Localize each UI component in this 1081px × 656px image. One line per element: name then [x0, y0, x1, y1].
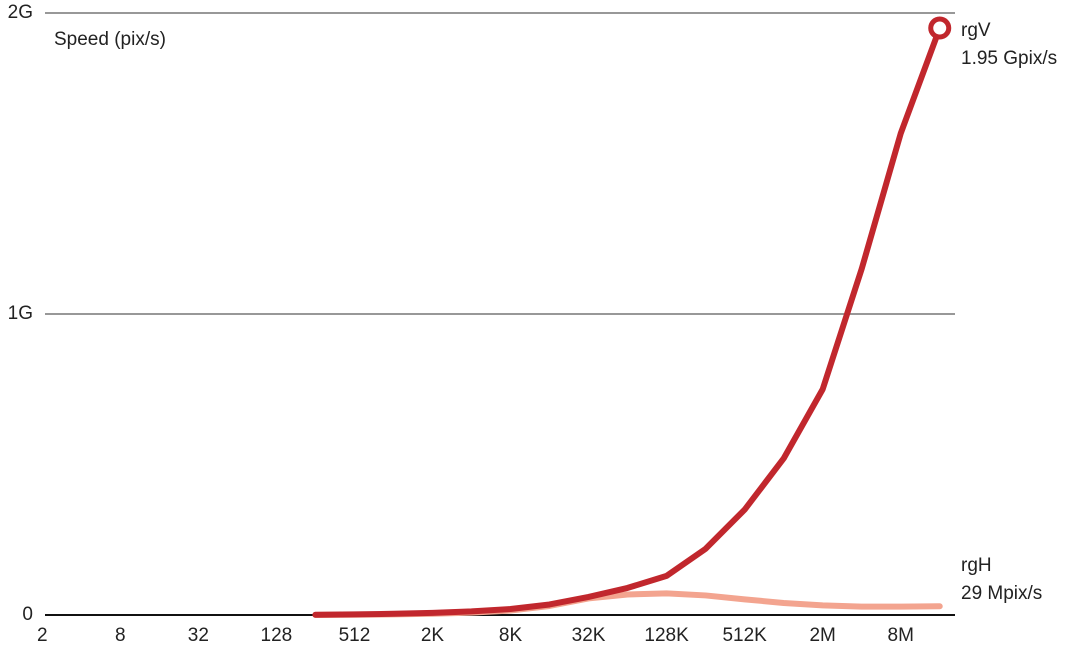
- y-tick-label: 1G: [8, 303, 33, 324]
- x-tick-label: 128: [261, 625, 293, 646]
- value-label: 29 Mpix/s: [961, 583, 1042, 604]
- x-tick-label: 8K: [499, 625, 523, 646]
- y-axis-label: Speed (pix/s): [54, 29, 166, 50]
- x-tick-label: 32: [188, 625, 209, 646]
- end-marker: [928, 16, 952, 40]
- series-label: rgH: [961, 555, 992, 576]
- y-tick-label: 2G: [8, 2, 33, 23]
- x-tick-label: 8: [115, 625, 126, 646]
- x-tick-label: 2K: [421, 625, 445, 646]
- x-tick-label: 8M: [888, 625, 914, 646]
- series-label: rgV: [961, 20, 991, 41]
- x-tick-label: 2: [37, 625, 48, 646]
- value-label: 1.95 Gpix/s: [961, 48, 1057, 69]
- x-tick-label: 128K: [644, 625, 689, 646]
- x-tick-label: 2M: [809, 625, 835, 646]
- y-tick-label: 0: [22, 604, 33, 625]
- x-tick-label: 512: [339, 625, 371, 646]
- series-line: [312, 25, 943, 618]
- x-tick-label: 512K: [722, 625, 767, 646]
- x-tick-label: 32K: [572, 625, 606, 646]
